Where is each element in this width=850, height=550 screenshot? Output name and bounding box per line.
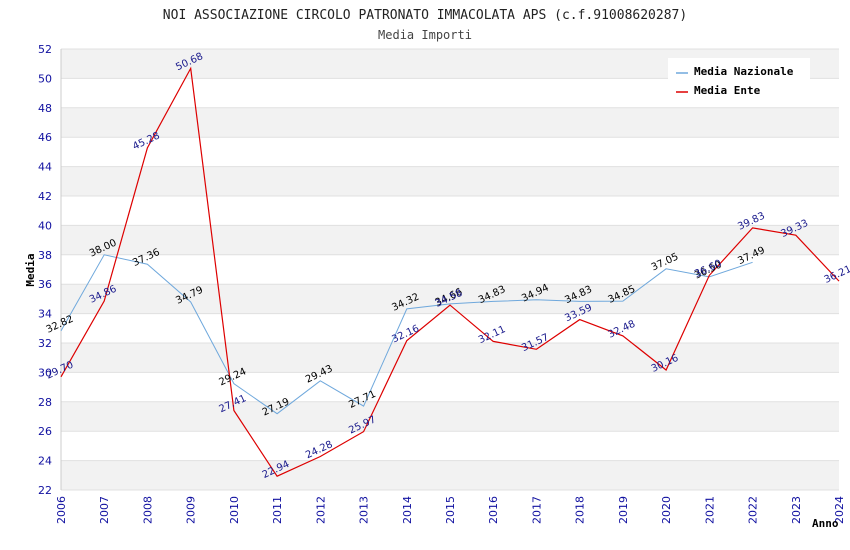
- y-tick-label: 40: [38, 219, 52, 232]
- grid-band: [61, 313, 839, 343]
- grid-band: [61, 166, 839, 196]
- x-tick-label: 2008: [141, 496, 154, 524]
- series-lines: [60, 66, 840, 477]
- x-tick-label: 2019: [617, 496, 630, 524]
- x-tick-label: 2012: [314, 496, 327, 524]
- y-tick-label: 22: [38, 484, 52, 497]
- x-tick-label: 2021: [703, 496, 716, 524]
- chart-subtitle: Media Importi: [378, 28, 472, 42]
- y-tick-label: 24: [38, 455, 52, 468]
- grid-band: [61, 137, 839, 167]
- x-tick-label: 2016: [487, 496, 500, 524]
- x-tick-label: 2013: [358, 496, 371, 524]
- x-tick-label: 2024: [833, 496, 846, 524]
- y-axis-ticks: 22 24 26 28 30 32 34 36 38 40 42 44 46 48 50 52: [38, 43, 52, 497]
- y-tick-label: 34: [38, 308, 52, 321]
- y-tick-label: 44: [38, 161, 52, 174]
- grid-band: [61, 284, 839, 314]
- x-tick-label: 2011: [271, 496, 284, 524]
- grid-band: [61, 254, 839, 285]
- y-tick-label: 32: [38, 337, 52, 350]
- x-tick-label: 2006: [55, 496, 68, 524]
- grid-band: [61, 343, 839, 373]
- grid-band: [61, 372, 839, 402]
- x-tick-label: 2018: [574, 496, 587, 524]
- x-axis-label: Anno: [812, 517, 839, 530]
- y-tick-label: 52: [38, 43, 52, 56]
- x-tick-label: 2009: [185, 496, 198, 524]
- grid-band: [61, 401, 839, 432]
- legend: Media Nazionale Media Ente: [668, 58, 810, 102]
- x-axis-ticks: 2006 2007 2008 2009 2010 2011 2012 2013 2014 2015…: [55, 496, 846, 524]
- grid-band: [61, 196, 839, 226]
- series-line-ente: [60, 66, 840, 477]
- y-tick-label: 42: [38, 190, 52, 203]
- x-tick-label: 2010: [228, 496, 241, 524]
- legend-label-nazionale: Media Nazionale: [694, 65, 794, 78]
- grid-band: [61, 225, 839, 255]
- series-line-nazionale: [60, 254, 753, 415]
- grid-band: [61, 431, 839, 461]
- y-tick-label: 38: [38, 249, 52, 262]
- y-axis-label: Media: [24, 253, 37, 286]
- y-tick-label: 26: [38, 425, 52, 438]
- x-tick-label: 2015: [444, 496, 457, 524]
- grid-band: [61, 460, 839, 490]
- y-tick-label: 30: [38, 366, 52, 379]
- x-tick-label: 2023: [790, 496, 803, 524]
- x-tick-label: 2014: [401, 496, 414, 524]
- y-tick-label: 48: [38, 102, 52, 115]
- x-tick-label: 2017: [530, 496, 543, 524]
- y-tick-label: 46: [38, 131, 52, 144]
- y-tick-label: 28: [38, 396, 52, 409]
- legend-label-ente: Media Ente: [694, 84, 761, 97]
- legend-box: [668, 58, 810, 102]
- x-tick-label: 2020: [660, 496, 673, 524]
- y-tick-label: 36: [38, 278, 52, 291]
- grid-band: [61, 107, 839, 138]
- chart-title: NOI ASSOCIAZIONE CIRCOLO PATRONATO IMMAC…: [163, 8, 687, 23]
- x-tick-label: 2022: [747, 496, 760, 524]
- x-tick-label: 2007: [98, 496, 111, 524]
- grid-bands: [61, 49, 839, 490]
- y-tick-label: 50: [38, 72, 52, 85]
